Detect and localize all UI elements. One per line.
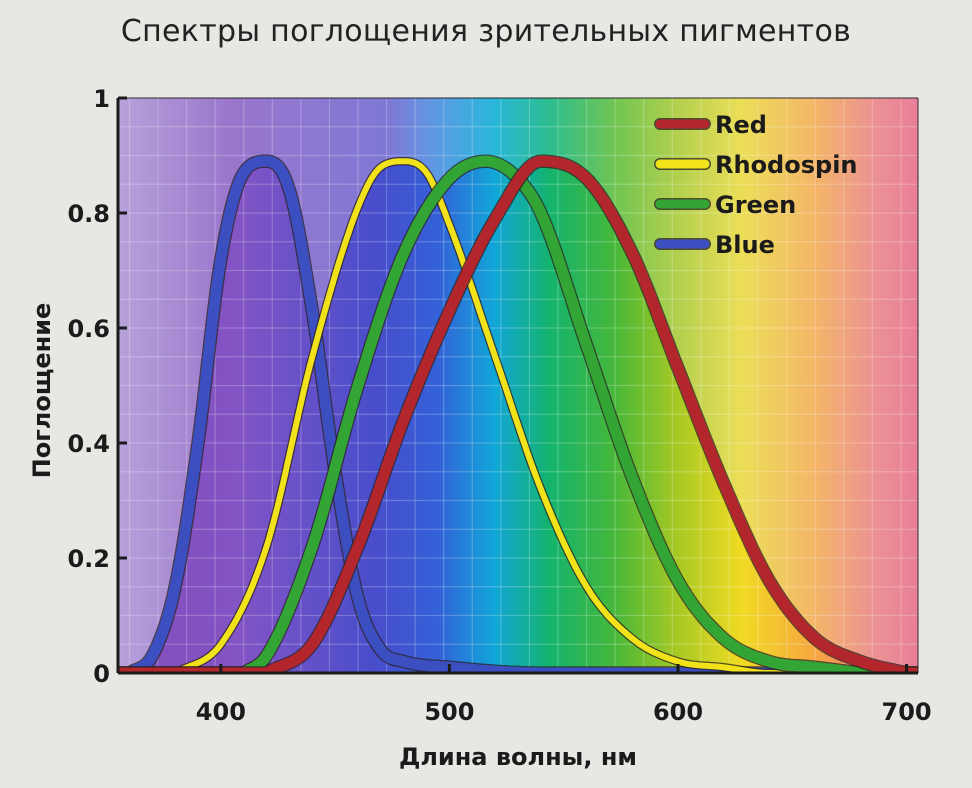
legend-label: Red — [715, 111, 767, 139]
y-tick-label: 0.4 — [67, 430, 110, 458]
page-title: Спектры поглощения зрительных пигментов — [120, 14, 852, 49]
x-tick-label: 500 — [424, 698, 474, 726]
y-tick-label: 0.6 — [67, 315, 110, 343]
x-axis-label: Длина волны, нм — [399, 743, 637, 771]
legend-label: Green — [715, 191, 796, 219]
series-red-line — [118, 155, 918, 673]
series-red — [118, 154, 918, 673]
tick-labels: 400 500 600 700 0 0.2 0.4 0.6 0.8 1 — [67, 85, 931, 726]
legend-item-green: Green — [654, 191, 796, 219]
x-tick-label: 700 — [882, 698, 932, 726]
legend-item-rhodospin: Rhodospin — [654, 151, 858, 179]
series-rhodospin — [118, 157, 918, 673]
legend: Red Rhodospin Green Blue — [654, 111, 858, 259]
x-tick-label: 600 — [653, 698, 703, 726]
y-tick-label: 0.2 — [67, 545, 110, 573]
axes — [116, 96, 919, 675]
legend-label: Blue — [715, 231, 775, 259]
series-rhodospin-line — [118, 158, 918, 673]
y-tick-label: 0.8 — [67, 200, 110, 228]
y-tick-label: 0 — [93, 660, 110, 688]
legend-label: Rhodospin — [715, 151, 858, 179]
y-axis-label: Поглощение — [28, 303, 56, 479]
x-tick-label: 400 — [196, 698, 246, 726]
legend-item-blue: Blue — [654, 231, 775, 259]
y-tick-label: 1 — [93, 85, 110, 113]
legend-item-red: Red — [654, 111, 767, 139]
